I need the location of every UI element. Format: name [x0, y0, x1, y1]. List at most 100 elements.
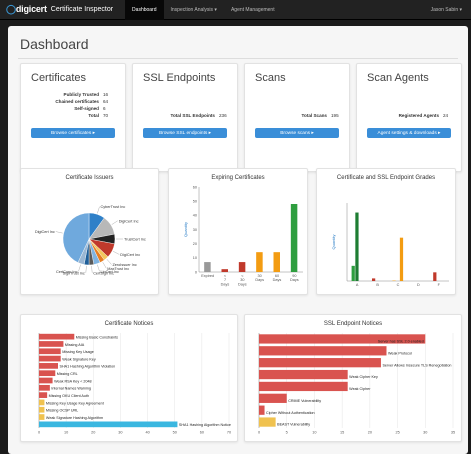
- pie-label: DigiCert Inc: [120, 253, 140, 257]
- y-tick-label: 50: [193, 199, 197, 203]
- x-tick-label: 7: [224, 278, 226, 282]
- scan-agents-card: Scan Agents Registered Agents 24 Agent se…: [356, 63, 462, 172]
- x-tick-label: 15: [340, 431, 344, 435]
- bar: [259, 346, 387, 356]
- bar-label: Internal Names Warning: [51, 387, 91, 391]
- x-tick-label: 60: [275, 274, 279, 278]
- pie-label: DigiCert Inc: [119, 219, 139, 223]
- stat-value: 236: [219, 113, 227, 118]
- card-title: Scan Agents: [367, 72, 429, 84]
- x-tick-label: 30: [423, 431, 427, 435]
- bar: [259, 369, 348, 380]
- bar-label: Weak Signature Hashing Algorithm: [46, 416, 103, 420]
- y-tick-label: 0: [195, 270, 197, 274]
- x-tick-label: 5: [286, 431, 288, 435]
- ssl-endpoint-notices-chart: 0 5 10 15 20 25 30 35 Server has SSL 2.0 enabled…: [258, 333, 455, 435]
- y-tick-label: 30: [193, 228, 197, 232]
- x-tick-label: Days: [290, 278, 299, 282]
- bar: [399, 237, 404, 281]
- stat-value: 70: [103, 113, 109, 118]
- browse-scans-button[interactable]: Browse scans ▸: [255, 128, 339, 138]
- stat-value: 24: [443, 113, 449, 118]
- nav-dashboard[interactable]: Dashboard: [125, 0, 164, 20]
- pie-leader-line: [85, 265, 87, 273]
- stat-value: 6: [103, 106, 106, 111]
- bar: [355, 212, 359, 281]
- bar: [273, 252, 280, 272]
- agent-settings-button[interactable]: Agent settings & downloads ▸: [367, 128, 451, 138]
- certificate-notices-panel: Certificate Notices 0 10 20 30 40 50 60 70 Missi…: [20, 314, 238, 442]
- bar: [39, 421, 178, 428]
- x-tick-label: C: [397, 283, 400, 287]
- browse-ssl-endpoints-button[interactable]: Browse SSL endpoints ▸: [143, 128, 227, 138]
- bar-label: Weak RSA Key < 2048: [54, 379, 92, 383]
- certificate-issuers-chart: CyberTrust Inc DigiCert Inc TrustCert Inc D…: [35, 205, 146, 275]
- x-tick-label: Days: [221, 282, 230, 286]
- user-menu[interactable]: Jason Sabin ▾: [430, 7, 462, 13]
- x-tick-label: 30: [118, 431, 122, 435]
- y-tick-label: 10: [193, 256, 197, 260]
- x-tick-label: 10: [64, 431, 68, 435]
- bar-label: Missing Basic Constraints: [76, 336, 118, 340]
- pie-leader-line: [91, 265, 93, 273]
- pie-leader-line: [78, 264, 81, 272]
- pie-label: TrustCert Inc: [124, 238, 146, 242]
- pie-label: MaxTrust Inc: [107, 267, 129, 271]
- bar: [259, 417, 276, 427]
- pie-leader-line: [102, 262, 107, 269]
- bar: [238, 262, 246, 272]
- certificate-notices-chart: 0 10 20 30 40 50 60 70 Missing Basic Constraints…: [38, 333, 231, 435]
- y-tick-label: 20: [193, 242, 197, 246]
- x-tick-label: 50: [173, 431, 177, 435]
- chart-title: Certificate Notices: [104, 321, 154, 327]
- bar-label: Weak Protocol: [388, 351, 412, 355]
- grades-chart: Quantity A B C D F: [331, 203, 449, 287]
- pie-leader-line: [111, 220, 118, 225]
- brand[interactable]: ◯digicert Certificate Inspector: [6, 4, 113, 15]
- x-tick-label: 35: [451, 431, 455, 435]
- x-tick-label: B: [376, 283, 379, 287]
- bar-label: Missing OKU Client Auth: [49, 394, 89, 398]
- y-axis-label: Quantity: [183, 222, 188, 237]
- bar: [39, 414, 45, 420]
- x-tick-label: Days: [255, 278, 264, 282]
- ssl-endpoints-card: SSL Endpoints Total SSL Endpoints 236 Bro…: [132, 63, 238, 172]
- card-title: Certificates: [31, 72, 87, 84]
- page-title: Dashboard: [20, 36, 89, 52]
- bar-label: BEAST Vulnerability: [277, 423, 310, 427]
- bar: [371, 278, 376, 281]
- bar-label: Weak Signature Key: [62, 357, 96, 361]
- bar: [221, 269, 228, 272]
- app-name: Certificate Inspector: [50, 6, 114, 13]
- bar-label: Missing OCSP URL: [46, 409, 78, 413]
- y-axis-label: Quantity: [331, 235, 336, 250]
- certificate-issuers-panel: Certificate Issuers CyberTrust Inc DigiCe…: [20, 168, 159, 295]
- pie-slice: [62, 212, 90, 263]
- pie-label: CyberTrust Inc: [101, 205, 126, 209]
- bar: [39, 399, 45, 406]
- top-navbar: ◯digicert Certificate Inspector Dashboar…: [0, 0, 471, 20]
- pie-label: CertCorp Inc: [56, 270, 78, 274]
- browse-certificates-button[interactable]: Browse certificates ▸: [31, 128, 115, 138]
- bar-label: Cipher Without Authentication: [266, 411, 315, 415]
- chart-title: Certificate Issuers: [65, 175, 114, 181]
- bar: [259, 334, 426, 344]
- bar-label: Missing CRL: [57, 372, 78, 376]
- nav-inspection-analysis[interactable]: Inspection Analysis ▾: [170, 6, 217, 13]
- bar: [39, 348, 61, 355]
- bar: [39, 406, 45, 413]
- bar: [351, 265, 355, 281]
- bar: [39, 370, 56, 377]
- pie-leader-line: [55, 231, 63, 234]
- bar-label: SHA1 Hashing Algorithm Violation: [60, 365, 116, 369]
- stat-value: 64: [103, 99, 109, 104]
- x-tick-label: Days: [273, 278, 282, 282]
- nav-agent-management[interactable]: Agent Management: [230, 6, 275, 13]
- bar: [433, 272, 437, 281]
- bar-label: Missing AIA: [65, 343, 85, 347]
- bar: [39, 377, 53, 384]
- scans-card: Scans Total Scans 195 Browse scans ▸: [244, 63, 350, 172]
- stat-value: 195: [331, 113, 339, 118]
- bar-label: CRIME Vulnerability: [288, 399, 321, 403]
